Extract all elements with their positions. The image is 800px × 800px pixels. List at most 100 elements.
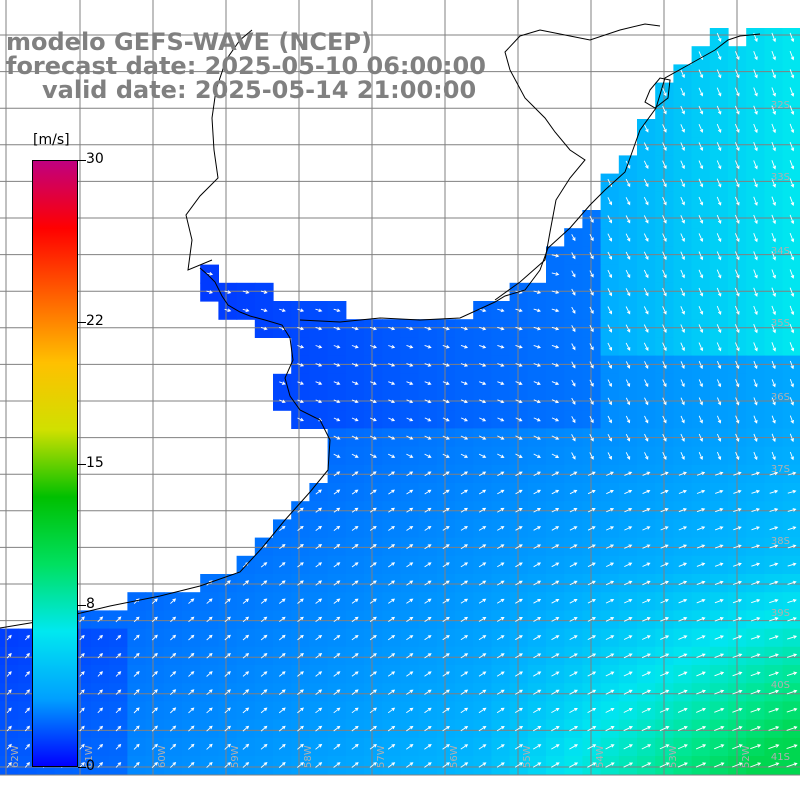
wind-arrow <box>315 489 322 495</box>
wind-arrow <box>297 725 304 732</box>
wind-arrow <box>768 744 780 750</box>
wind-arrow <box>551 726 560 732</box>
wind-arrow <box>351 435 359 440</box>
wind-arrow <box>224 616 231 623</box>
wind-arrow <box>406 762 414 768</box>
wind-arrow <box>571 361 576 369</box>
wind-arrow <box>297 363 305 367</box>
wind-arrow <box>224 290 232 294</box>
wind-arrow <box>424 707 432 714</box>
wind-arrow <box>478 689 487 695</box>
wind-arrow <box>789 415 794 424</box>
wind-arrow <box>479 417 487 422</box>
wind-arrow <box>206 743 213 750</box>
wind-arrow <box>787 544 797 549</box>
wind-arrow <box>333 634 341 641</box>
wind-arrow <box>771 451 776 461</box>
wind-arrow <box>569 562 578 568</box>
wind-arrow <box>551 580 560 586</box>
wind-arrow <box>6 725 12 732</box>
wind-arrow <box>662 251 667 261</box>
wind-arrow <box>680 361 685 369</box>
wind-arrow <box>497 344 505 349</box>
wind-arrow <box>734 233 740 243</box>
wind-arrow <box>698 324 704 334</box>
wind-arrow <box>533 326 541 331</box>
wind-arrow <box>460 453 469 458</box>
wind-arrow <box>607 415 612 424</box>
wind-arrow <box>533 689 542 695</box>
wind-arrow <box>460 489 469 495</box>
wind-arrow <box>624 544 633 549</box>
wind-arrow <box>496 762 505 768</box>
wind-arrow <box>625 379 631 388</box>
wind-arrow <box>680 142 685 151</box>
wind-arrow <box>606 544 615 549</box>
wind-arrow <box>388 399 396 404</box>
wind-arrow <box>733 562 742 567</box>
wind-arrow <box>351 653 359 659</box>
wind-arrow <box>734 87 740 97</box>
wind-arrow <box>606 508 615 513</box>
wind-arrow <box>625 434 631 442</box>
wind-arrow <box>734 269 740 279</box>
wind-arrow <box>351 616 359 623</box>
wind-arrow <box>771 123 776 134</box>
wind-arrow <box>97 762 104 768</box>
wind-arrow <box>768 671 779 677</box>
wind-arrow <box>351 598 359 604</box>
wind-arrow <box>789 69 795 79</box>
wind-arrow <box>753 51 758 61</box>
wind-arrow <box>789 305 795 316</box>
wind-arrow <box>351 363 359 367</box>
wind-arrow <box>769 508 779 512</box>
wind-arrow <box>333 453 341 458</box>
wind-arrow <box>315 580 323 586</box>
wind-arrow <box>351 381 359 385</box>
wind-arrow <box>442 399 450 404</box>
wind-arrow <box>333 544 341 550</box>
wind-arrow <box>662 87 667 97</box>
wind-arrow <box>406 507 414 513</box>
wind-arrow <box>424 381 432 385</box>
wind-arrow <box>424 489 432 495</box>
wind-arrow <box>732 671 743 677</box>
wind-arrow <box>735 360 740 370</box>
wind-arrow <box>460 471 469 477</box>
longitude-label: 56W <box>449 745 460 768</box>
wind-arrow <box>753 451 758 461</box>
wind-arrow <box>625 415 631 424</box>
wind-arrow <box>224 580 231 586</box>
wind-arrow <box>515 526 523 531</box>
wind-arrow <box>387 671 396 677</box>
wind-arrow <box>771 360 776 370</box>
wind-arrow <box>424 635 432 641</box>
wind-arrow <box>169 743 177 750</box>
wind-arrow <box>733 544 742 549</box>
colorbar-tick-label: 0 <box>86 758 95 774</box>
wind-arrow <box>369 762 377 768</box>
wind-arrow <box>696 598 706 604</box>
wind-arrow <box>698 397 703 406</box>
wind-arrow <box>224 743 231 750</box>
wind-arrow <box>678 653 688 659</box>
wind-arrow <box>369 363 377 367</box>
wind-arrow <box>333 363 341 367</box>
wind-arrow <box>769 598 779 604</box>
wind-arrow <box>750 744 762 750</box>
wind-arrow <box>680 287 685 297</box>
wind-arrow <box>133 634 140 641</box>
wind-arrow <box>771 397 776 406</box>
wind-arrow <box>297 598 304 604</box>
colorbar-tick-mark <box>78 767 86 768</box>
wind-arrow <box>478 725 487 732</box>
wind-arrow <box>607 288 613 297</box>
wind-arrow <box>750 726 761 731</box>
wind-arrow <box>206 689 213 696</box>
wind-arrow <box>551 471 560 477</box>
wind-arrow <box>515 598 523 604</box>
wind-arrow <box>333 598 341 604</box>
wind-arrow <box>206 598 213 604</box>
wind-arrow <box>496 671 505 677</box>
wind-arrow <box>496 617 505 622</box>
